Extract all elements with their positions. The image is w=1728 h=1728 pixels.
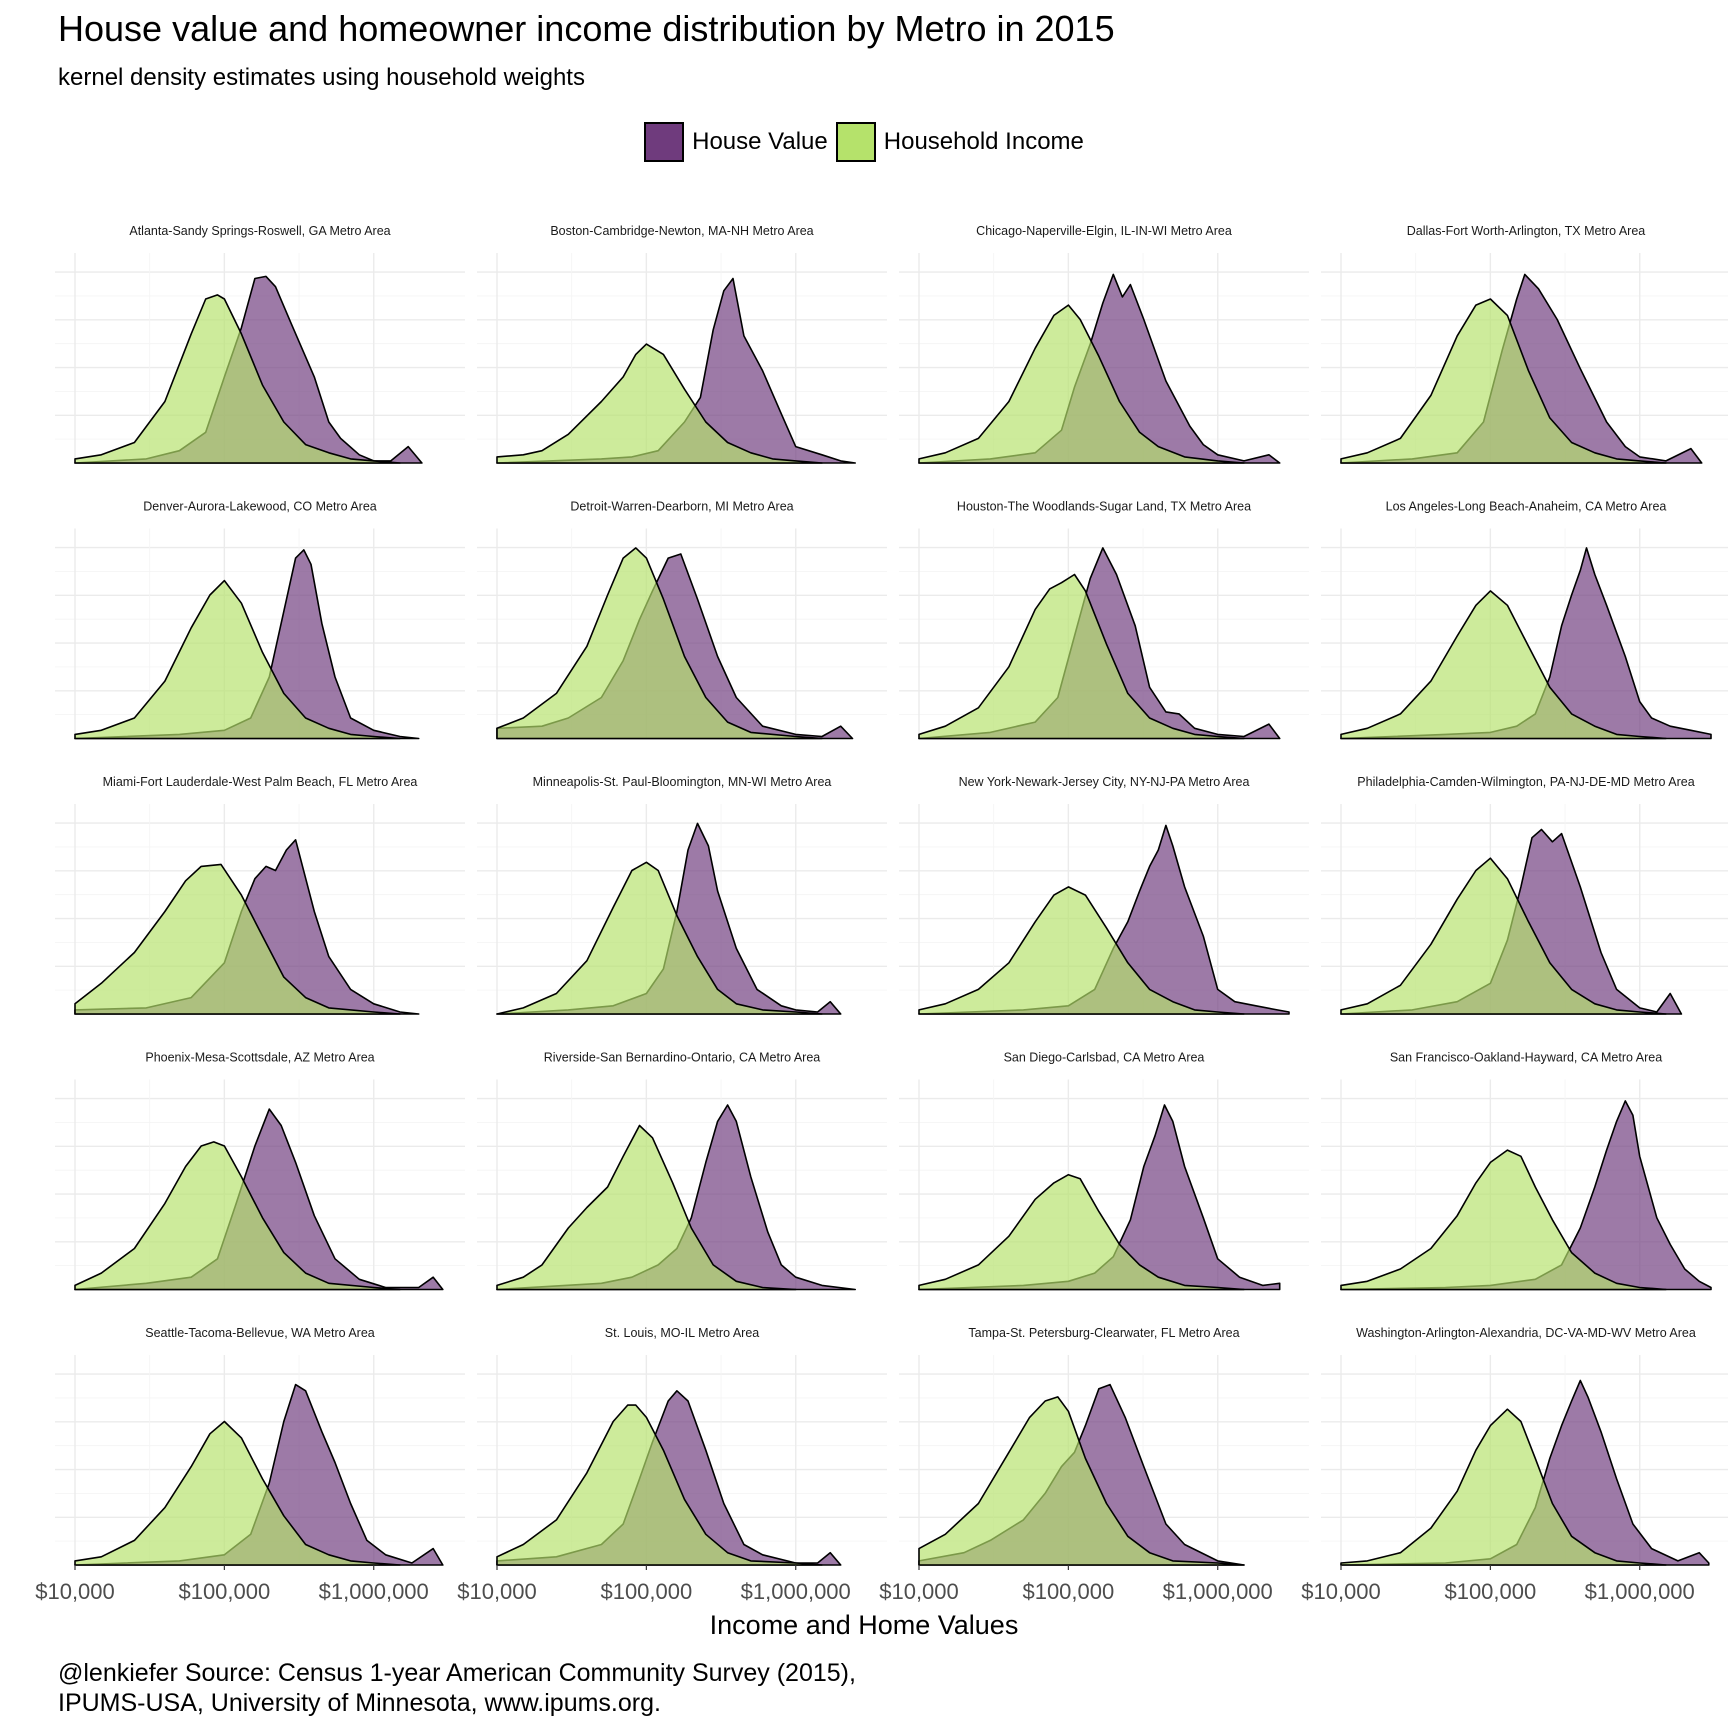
caption-line-1: @lenkiefer Source: Census 1-year America…	[58, 1659, 856, 1687]
area-household-income	[918, 886, 1245, 1015]
x-tick-label: $100,000	[178, 1579, 270, 1604]
panel-8: Los Angeles-Long Beach-Anaheim, CA Metro…	[1321, 500, 1728, 740]
panel-10-grid	[477, 804, 887, 1014]
area-household-income	[496, 547, 823, 740]
x-tick-label: $10,000	[879, 1579, 959, 1604]
area-household-income	[74, 863, 401, 1015]
facet-label: Detroit-Warren-Dearborn, MI Metro Area	[570, 500, 793, 514]
facet-label: Miami-Fort Lauderdale-West Palm Beach, F…	[103, 775, 418, 789]
x-tick-label: $1,000,000	[741, 1579, 851, 1604]
area-household-income	[1340, 590, 1667, 740]
facet-label: Denver-Aurora-Lakewood, CO Metro Area	[143, 500, 376, 514]
facet-label: Philadelphia-Camden-Wilmington, PA-NJ-DE…	[1357, 775, 1694, 789]
panel-11: New York-Newark-Jersey City, NY-NJ-PA Me…	[899, 775, 1309, 1015]
panel-3: Chicago-Naperville-Elgin, IL-IN-WI Metro…	[899, 224, 1309, 464]
x-tick-label: $10,000	[457, 1579, 537, 1604]
x-tick-label: $10,000	[1301, 1579, 1381, 1604]
facet-label: San Diego-Carlsbad, CA Metro Area	[1004, 1051, 1205, 1065]
caption: @lenkiefer Source: Census 1-year America…	[58, 1658, 856, 1718]
facet-label: Minneapolis-St. Paul-Bloomington, MN-WI …	[533, 775, 832, 789]
area-household-income	[918, 1396, 1245, 1566]
legend-swatch-house-value	[644, 122, 685, 162]
panel-2: Boston-Cambridge-Newton, MA-NH Metro Are…	[477, 224, 887, 464]
x-tick-label: $100,000	[600, 1579, 692, 1604]
area-household-income	[74, 1420, 401, 1566]
area-household-income	[1340, 1149, 1667, 1291]
facet-label: San Francisco-Oakland-Hayward, CA Metro …	[1390, 1051, 1662, 1065]
facet-label: Houston-The Woodlands-Sugar Land, TX Met…	[957, 500, 1251, 514]
x-tick-label: $1,000,000	[1585, 1579, 1695, 1604]
x-tick-label: $100,000	[1022, 1579, 1114, 1604]
panel-9: Miami-Fort Lauderdale-West Palm Beach, F…	[55, 775, 465, 1015]
area-household-income	[1340, 1408, 1667, 1566]
area-household-income	[918, 304, 1245, 464]
panel-17: Seattle-Tacoma-Bellevue, WA Metro Area $1…	[35, 1326, 465, 1604]
x-tick-label: $100,000	[1444, 1579, 1536, 1604]
legend-item-household-income: Household Income	[835, 122, 1084, 162]
legend-label-household-income: Household Income	[883, 128, 1084, 155]
legend-item-house-value: House Value	[644, 122, 828, 162]
panel-20: Washington-Arlington-Alexandria, DC-VA-M…	[1301, 1326, 1728, 1604]
panel-2-grid	[477, 253, 887, 463]
area-household-income	[1340, 857, 1667, 1015]
panel-19: Tampa-St. Petersburg-Clearwater, FL Metr…	[879, 1326, 1309, 1604]
panel-10: Minneapolis-St. Paul-Bloomington, MN-WI …	[477, 775, 887, 1015]
x-tick-label: $1,000,000	[1163, 1579, 1273, 1604]
area-household-income	[1340, 298, 1667, 464]
facet-label: Dallas-Fort Worth-Arlington, TX Metro Ar…	[1407, 224, 1646, 238]
panel-5: Denver-Aurora-Lakewood, CO Metro Area	[55, 500, 465, 740]
panel-4: Dallas-Fort Worth-Arlington, TX Metro Ar…	[1321, 224, 1728, 464]
facet-label: Chicago-Naperville-Elgin, IL-IN-WI Metro…	[976, 224, 1232, 238]
legend: House Value Household Income	[0, 122, 1728, 162]
area-household-income	[74, 579, 401, 740]
panel-15: San Diego-Carlsbad, CA Metro Area	[899, 1051, 1309, 1291]
facet-label: Phoenix-Mesa-Scottsdale, AZ Metro Area	[145, 1051, 374, 1065]
area-household-income	[918, 573, 1245, 740]
panel-13: Phoenix-Mesa-Scottsdale, AZ Metro Area	[55, 1051, 465, 1291]
panel-18-grid	[477, 1355, 887, 1565]
legend-swatch-household-income	[835, 122, 876, 162]
area-household-income	[918, 1173, 1245, 1291]
panel-7: Houston-The Woodlands-Sugar Land, TX Met…	[899, 500, 1309, 740]
facet-label: New York-Newark-Jersey City, NY-NJ-PA Me…	[959, 775, 1250, 789]
chart-title: House value and homeowner income distrib…	[58, 8, 1115, 49]
legend-label-house-value: House Value	[692, 128, 828, 155]
facet-label: Atlanta-Sandy Springs-Roswell, GA Metro …	[129, 224, 390, 238]
x-tick-label: $1,000,000	[319, 1579, 429, 1604]
area-household-income	[496, 1124, 797, 1291]
facet-label: Boston-Cambridge-Newton, MA-NH Metro Are…	[550, 224, 813, 238]
area-household-income	[74, 294, 401, 464]
chart-subtitle: kernel density estimates using household…	[58, 64, 585, 91]
facet-label: Washington-Arlington-Alexandria, DC-VA-M…	[1356, 1326, 1696, 1340]
panel-12: Philadelphia-Camden-Wilmington, PA-NJ-DE…	[1321, 775, 1728, 1015]
facet-label: Tampa-St. Petersburg-Clearwater, FL Metr…	[968, 1326, 1239, 1340]
facet-label: Riverside-San Bernardino-Ontario, CA Met…	[544, 1051, 821, 1065]
panel-14: Riverside-San Bernardino-Ontario, CA Met…	[477, 1051, 887, 1291]
facet-label: St. Louis, MO-IL Metro Area	[605, 1326, 760, 1340]
area-household-income	[496, 343, 823, 464]
facet-label: Los Angeles-Long Beach-Anaheim, CA Metro…	[1386, 500, 1667, 514]
panel-18: St. Louis, MO-IL Metro Area $10,000 $100,0…	[457, 1326, 887, 1604]
x-axis-title: Income and Home Values	[709, 1610, 1019, 1640]
panel-6: Detroit-Warren-Dearborn, MI Metro Area	[477, 500, 887, 740]
panel-16: San Francisco-Oakland-Hayward, CA Metro …	[1321, 1051, 1728, 1291]
area-household-income	[496, 861, 823, 1015]
facet-label: Seattle-Tacoma-Bellevue, WA Metro Area	[145, 1326, 375, 1340]
x-tick-label: $10,000	[35, 1579, 115, 1604]
area-household-income	[74, 1141, 401, 1291]
area-household-income	[496, 1404, 823, 1566]
caption-line-2: IPUMS-USA, University of Minnesota, www.…	[58, 1689, 661, 1717]
panel-1: Atlanta-Sandy Springs-Roswell, GA Metro …	[55, 224, 465, 464]
